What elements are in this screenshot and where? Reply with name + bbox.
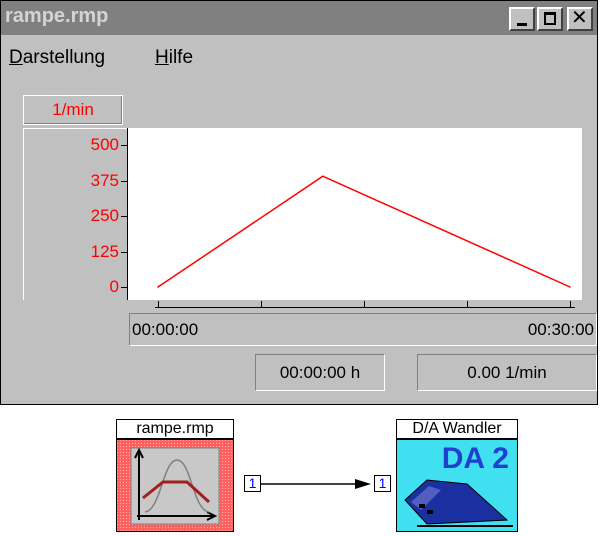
ramp-point	[569, 286, 571, 288]
menu-darstellung[interactable]: Darstellung	[9, 47, 105, 69]
time-axis-box: 00:00:00 00:30:00	[129, 313, 597, 346]
status-time: 00:00:00 h	[255, 354, 385, 391]
y-tick-mark	[121, 287, 127, 288]
maximize-button[interactable]	[537, 7, 563, 31]
y-axis-line	[127, 128, 128, 300]
da-converter-icon	[404, 479, 513, 527]
source-output-port[interactable]: 1	[244, 475, 261, 492]
y-tick-label: 0	[109, 277, 119, 296]
y-tick-mark	[121, 180, 127, 182]
y-tick-mark	[121, 216, 127, 217]
target-block[interactable]: DA 2	[396, 439, 518, 532]
ramp-point	[322, 175, 324, 178]
x-tick-mark	[261, 301, 262, 307]
y-tick-label: 375	[90, 170, 119, 190]
menu-hilfe-label: ilfe	[168, 47, 194, 68]
x-tick-mark	[570, 301, 571, 307]
close-button[interactable]: ✕	[567, 7, 593, 31]
menu-darstellung-label: arstellung	[22, 47, 106, 68]
maximize-icon	[544, 12, 556, 25]
close-icon: ✕	[571, 7, 588, 29]
y-tick-label: 250	[90, 206, 119, 225]
menu-hilfe[interactable]: Hilfe	[155, 47, 193, 69]
x-tick-mark	[158, 301, 159, 307]
source-block[interactable]	[116, 439, 234, 532]
y-tick-mark	[121, 145, 127, 146]
x-axis-line	[155, 307, 575, 308]
y-tick-mark	[121, 251, 127, 253]
menu-hilfe-accel: H	[155, 47, 169, 68]
unit-label: 1/min	[23, 95, 123, 125]
target-block-label: DA 2	[441, 442, 509, 475]
window-title: rampe.rmp	[5, 5, 109, 27]
ramp-point	[157, 286, 159, 288]
menu-darstellung-accel: D	[9, 47, 23, 68]
x-end-label: 00:30:00	[527, 320, 594, 339]
y-tick-label: 500	[90, 135, 119, 154]
ramp-series-line	[157, 175, 571, 288]
minimize-button[interactable]	[509, 7, 535, 31]
minimize-icon	[517, 23, 527, 26]
title-bar[interactable]: rampe.rmp ✕	[1, 1, 597, 35]
target-block-title: D/A Wandler	[396, 419, 518, 439]
ramp-curve-icon	[117, 440, 233, 531]
x-tick-mark	[364, 301, 365, 307]
rampe-window: rampe.rmp ✕ Darstellung Hilfe 1/min 500 3…	[0, 0, 598, 405]
chart-svg	[157, 175, 571, 288]
menu-bar: Darstellung Hilfe	[1, 45, 597, 75]
x-tick-mark	[467, 301, 468, 307]
target-input-port[interactable]: 1	[374, 475, 391, 492]
x-start-label: 00:00:00	[132, 320, 199, 339]
connection-line	[261, 479, 371, 489]
status-value: 0.00 1/min	[417, 354, 597, 391]
plot-area	[127, 128, 582, 300]
source-block-title: rampe.rmp	[116, 419, 234, 439]
y-axis-panel	[23, 128, 127, 300]
y-tick-label: 125	[90, 241, 119, 261]
